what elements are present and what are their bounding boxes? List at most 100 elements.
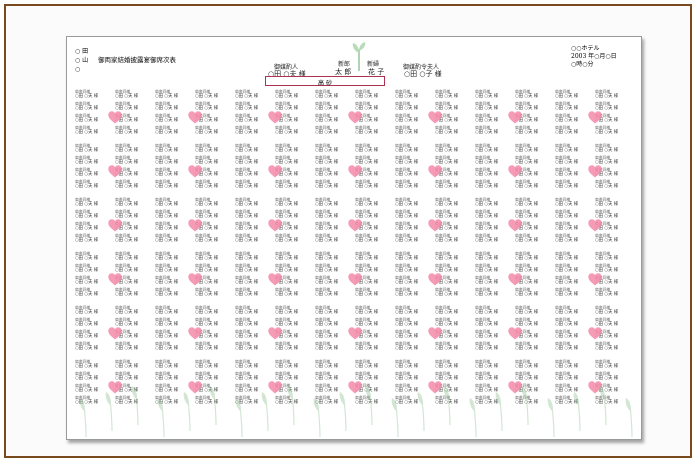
guest-name: ○田 ○夫 様 xyxy=(435,214,459,219)
heart-icon xyxy=(588,163,602,178)
guest-name: ○田 ○夫 様 xyxy=(115,364,139,369)
guest-name: ○田 ○夫 様 xyxy=(515,388,539,393)
guest-name: ○田 ○夫 様 xyxy=(555,388,579,393)
guest-entry: 肩書同様○田 ○夫 様 xyxy=(595,209,618,219)
guest-title: 肩書同様 xyxy=(595,113,611,118)
guest-title: 肩書同様 xyxy=(195,317,211,322)
guest-name: ○田 ○夫 様 xyxy=(115,94,139,99)
guest-title: 肩書同様 xyxy=(595,359,611,364)
guest-entry: 肩書同様○田 ○夫 様 xyxy=(235,359,258,369)
bride-name: 花 子 xyxy=(368,68,385,76)
guest-entry: 肩書同様○田 ○夫 様 xyxy=(115,101,138,111)
guest-name: ○田 ○夫 様 xyxy=(315,268,339,273)
guest-entry: 肩書同様○田 ○夫 様 xyxy=(195,287,218,297)
guest-name: ○田 ○夫 様 xyxy=(155,238,179,243)
guest-name: ○田 ○夫 様 xyxy=(515,346,539,351)
guest-name: ○田 ○夫 様 xyxy=(275,226,299,231)
guest-entry: 肩書同様○田 ○夫 様 xyxy=(275,125,298,135)
guest-name: ○田 ○夫 様 xyxy=(355,106,379,111)
guest-name: ○田 ○夫 様 xyxy=(435,106,459,111)
guest-name: ○田 ○夫 様 xyxy=(235,106,259,111)
leaf-icon xyxy=(547,398,555,437)
guest-entry: 肩書同様○田 ○夫 様 xyxy=(435,383,458,393)
guest-title: 肩書同様 xyxy=(595,371,611,376)
guest-entry: 肩書同様○田 ○夫 様 xyxy=(515,197,538,207)
guest-entry: 肩書同様○田 ○夫 様 xyxy=(315,251,338,261)
guest-name: ○田 ○夫 様 xyxy=(395,148,419,153)
guest-entry: 肩書同様○田 ○夫 様 xyxy=(235,155,258,165)
guest-entry: 肩書同様○田 ○夫 様 xyxy=(75,383,98,393)
guest-title: 肩書同様 xyxy=(235,167,251,172)
guest-name: ○田 ○夫 様 xyxy=(435,322,459,327)
guest-title: 肩書同様 xyxy=(555,317,571,322)
guest-name: ○田 ○夫 様 xyxy=(395,256,419,261)
guest-title: 肩書同様 xyxy=(515,209,531,214)
guest-name: ○田 ○夫 様 xyxy=(155,184,179,189)
guest-name: ○田 ○夫 様 xyxy=(75,106,99,111)
guest-entry: 肩書同様○田 ○夫 様 xyxy=(395,371,418,381)
guest-name: ○田 ○夫 様 xyxy=(315,292,339,297)
guest-entry: 肩書同様○田 ○夫 様 xyxy=(115,167,138,177)
guest-name: ○田 ○夫 様 xyxy=(315,322,339,327)
guest-title: 肩書同様 xyxy=(555,275,571,280)
guest-name: ○田 ○夫 様 xyxy=(155,226,179,231)
leaf-icon xyxy=(339,392,347,431)
guest-entry: 肩書同様○田 ○夫 様 xyxy=(555,113,578,123)
guest-name: ○田 ○夫 様 xyxy=(435,184,459,189)
guest-title: 肩書同様 xyxy=(355,221,371,226)
guest-name: ○田 ○夫 様 xyxy=(75,364,99,369)
guest-name: ○田 ○夫 様 xyxy=(315,160,339,165)
guest-name: ○田 ○夫 様 xyxy=(115,310,139,315)
guest-entry: 肩書同様○田 ○夫 様 xyxy=(395,179,418,189)
guest-title: 肩書同様 xyxy=(115,341,131,346)
guest-name: ○田 ○夫 様 xyxy=(195,310,219,315)
event-date: 2003 年○月○日 xyxy=(571,53,617,60)
guest-name: ○田 ○夫 様 xyxy=(75,130,99,135)
guest-name: ○田 ○夫 様 xyxy=(435,388,459,393)
leaf-icon xyxy=(417,392,425,431)
guest-entry: 肩書同様○田 ○夫 様 xyxy=(75,221,98,231)
guest-title: 肩書同様 xyxy=(395,113,411,118)
guest-name: ○田 ○夫 様 xyxy=(435,268,459,273)
guest-entry: 肩書同様○田 ○夫 様 xyxy=(555,209,578,219)
guest-entry: 肩書同様○田 ○夫 様 xyxy=(555,287,578,297)
guest-title: 肩書同様 xyxy=(195,329,211,334)
guest-title: 肩書同様 xyxy=(235,179,251,184)
leaf-icon xyxy=(235,398,243,437)
guest-entry: 肩書同様○田 ○夫 様 xyxy=(595,113,618,123)
guest-title: 肩書同様 xyxy=(275,371,291,376)
guest-title: 肩書同様 xyxy=(435,383,451,388)
guest-title: 肩書同様 xyxy=(75,233,91,238)
family-line: ○ 田 xyxy=(75,48,89,55)
guest-title: 肩書同様 xyxy=(595,317,611,322)
guest-entry: 肩書同様○田 ○夫 様 xyxy=(315,383,338,393)
guest-entry: 肩書同様○田 ○夫 様 xyxy=(155,233,178,243)
guest-entry: 肩書同様○田 ○夫 様 xyxy=(235,89,258,99)
guest-entry: 肩書同様○田 ○夫 様 xyxy=(75,329,98,339)
guest-title: 肩書同様 xyxy=(115,209,131,214)
guest-title: 肩書同様 xyxy=(235,359,251,364)
guest-name: ○田 ○夫 様 xyxy=(115,388,139,393)
guest-title: 肩書同様 xyxy=(195,233,211,238)
guest-name: ○田 ○夫 様 xyxy=(515,94,539,99)
guest-entry: 肩書同様○田 ○夫 様 xyxy=(515,329,538,339)
guest-title: 肩書同様 xyxy=(315,275,331,280)
guest-title: 肩書同様 xyxy=(75,179,91,184)
guest-name: ○田 ○夫 様 xyxy=(315,94,339,99)
guest-title: 肩書同様 xyxy=(315,101,331,106)
guest-title: 肩書同様 xyxy=(115,317,131,322)
guest-title: 肩書同様 xyxy=(395,251,411,256)
guest-entry: 肩書同様○田 ○夫 様 xyxy=(235,329,258,339)
guest-entry: 肩書同様○田 ○夫 様 xyxy=(475,317,498,327)
guest-entry: 肩書同様○田 ○夫 様 xyxy=(355,341,378,351)
guest-title: 肩書同様 xyxy=(115,305,131,310)
guest-entry: 肩書同様○田 ○夫 様 xyxy=(555,395,578,405)
guest-name: ○田 ○夫 様 xyxy=(275,172,299,177)
guest-name: ○田 ○夫 様 xyxy=(555,292,579,297)
guest-title: 肩書同様 xyxy=(315,209,331,214)
guest-title: 肩書同様 xyxy=(235,125,251,130)
guest-name: ○田 ○夫 様 xyxy=(235,292,259,297)
guest-title: 肩書同様 xyxy=(515,113,531,118)
guest-entry: 肩書同様○田 ○夫 様 xyxy=(355,101,378,111)
guest-name: ○田 ○夫 様 xyxy=(555,226,579,231)
